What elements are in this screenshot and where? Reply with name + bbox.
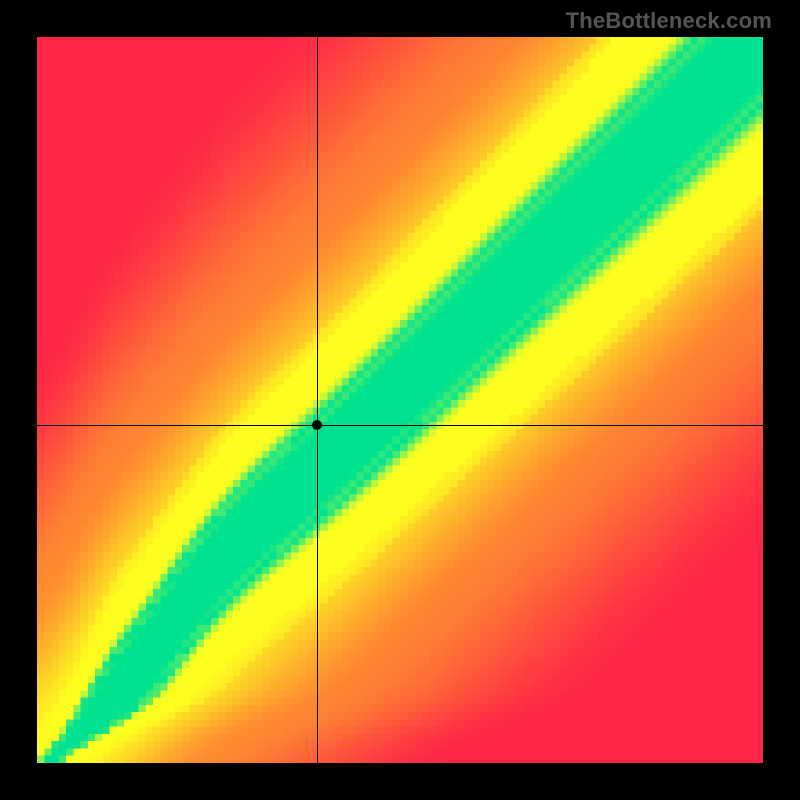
- chart-container: TheBottleneck.com: [0, 0, 800, 800]
- heatmap-plot-area: [37, 37, 763, 763]
- heatmap-canvas: [37, 37, 763, 763]
- data-point-marker: [312, 420, 322, 430]
- watermark-text: TheBottleneck.com: [566, 8, 772, 34]
